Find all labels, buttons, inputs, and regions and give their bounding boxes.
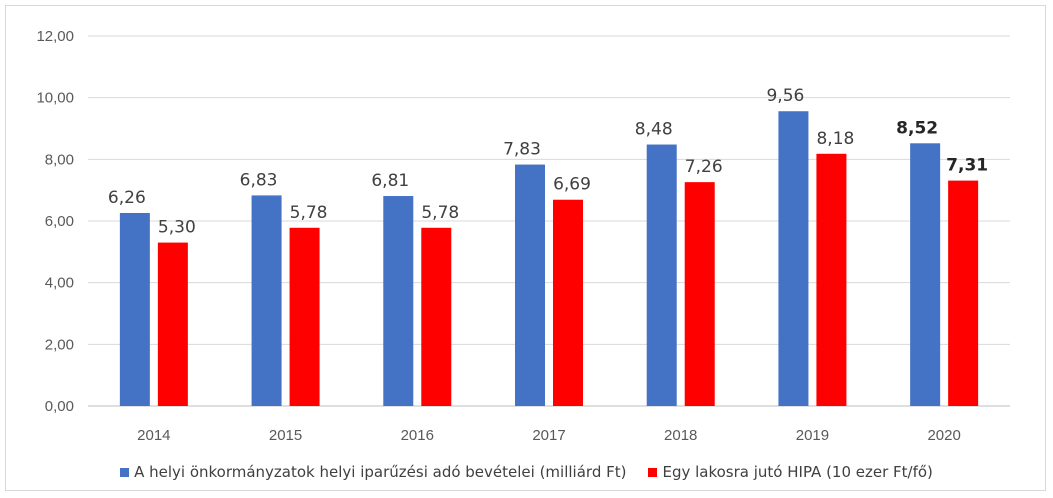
data-label: 5,78 xyxy=(421,203,459,223)
legend-item-series-1: A helyi önkormányzatok helyi iparűzési a… xyxy=(120,463,626,481)
legend-label-series-2: Egy lakosra jutó HIPA (10 ezer Ft/fő) xyxy=(662,463,933,481)
y-tick-label: 2,00 xyxy=(45,336,74,353)
data-label: 8,52 xyxy=(896,118,938,138)
bar-series-1 xyxy=(646,144,677,407)
y-tick-label: 12,00 xyxy=(36,28,74,45)
bar-series-2 xyxy=(421,227,452,406)
data-label: 5,30 xyxy=(158,218,196,238)
data-label: 6,83 xyxy=(240,170,278,190)
data-label: 8,18 xyxy=(816,129,854,149)
data-label: 5,78 xyxy=(290,203,328,223)
x-tick-label: 2014 xyxy=(137,427,170,444)
bar-series-2 xyxy=(948,180,979,406)
data-label: 6,69 xyxy=(553,175,591,195)
y-tick-label: 10,00 xyxy=(36,90,74,107)
legend: A helyi önkormányzatok helyi iparűzési a… xyxy=(0,463,1053,481)
data-label: 8,48 xyxy=(635,120,673,140)
data-label: 7,26 xyxy=(685,157,723,177)
legend-item-series-2: Egy lakosra jutó HIPA (10 ezer Ft/fő) xyxy=(648,463,933,481)
bar-series-2 xyxy=(816,153,847,406)
y-tick-label: 0,00 xyxy=(45,398,74,415)
bar-series-1 xyxy=(383,196,414,406)
bar-series-2 xyxy=(553,199,583,406)
x-tick-label: 2017 xyxy=(532,427,565,444)
legend-swatch-blue xyxy=(120,467,130,477)
bar-series-1 xyxy=(251,195,282,406)
bar-chart: 0,00 2,00 4,00 6,00 8,00 10,00 12,00 6,26 5,30 20… xyxy=(36,28,1010,444)
x-tick-label: 2018 xyxy=(664,427,697,444)
data-label: 6,26 xyxy=(108,188,146,208)
x-tick-label: 2020 xyxy=(927,427,960,444)
data-label: 9,56 xyxy=(766,86,804,106)
y-tick-label: 6,00 xyxy=(45,213,74,230)
data-label: 7,31 xyxy=(946,156,988,176)
bar-series-1 xyxy=(515,164,545,406)
bar-series-1 xyxy=(910,143,941,407)
y-tick-label: 4,00 xyxy=(45,275,74,292)
legend-label-series-1: A helyi önkormányzatok helyi iparűzési a… xyxy=(134,463,627,481)
data-label: 6,81 xyxy=(371,171,409,191)
bar-series-2 xyxy=(157,242,188,406)
data-label: 7,83 xyxy=(503,140,541,160)
bar-series-1 xyxy=(119,212,150,406)
x-tick-label: 2019 xyxy=(796,427,829,444)
x-tick-label: 2015 xyxy=(269,427,302,444)
bar-series-1 xyxy=(778,111,809,406)
legend-swatch-red xyxy=(648,467,658,477)
bar-series-2 xyxy=(684,182,715,406)
y-tick-label: 8,00 xyxy=(45,151,74,168)
bar-series-2 xyxy=(289,227,320,406)
x-tick-label: 2016 xyxy=(401,427,434,444)
